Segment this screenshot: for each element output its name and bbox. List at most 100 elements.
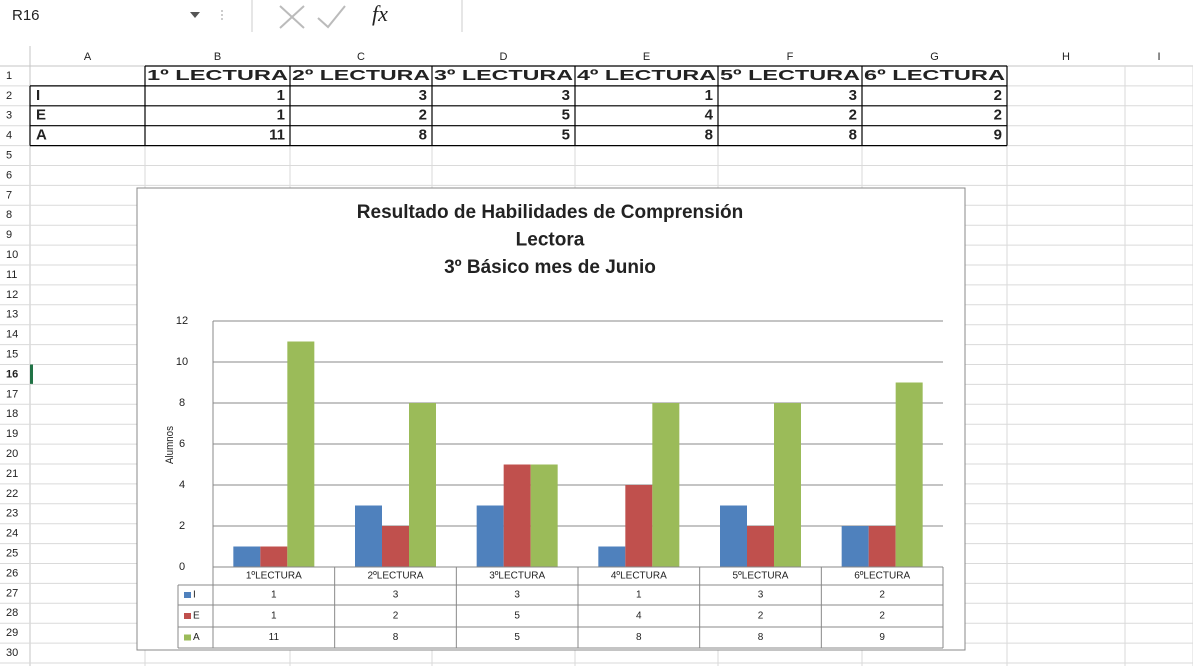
row-header: 14: [6, 329, 18, 341]
data-table-value: 3: [758, 590, 764, 601]
row-header: 9: [6, 229, 12, 241]
bar: [868, 526, 896, 567]
row-header: 17: [6, 388, 18, 400]
row-header: 29: [6, 627, 18, 639]
y-tick-label: 8: [179, 397, 185, 409]
column-header: E: [643, 51, 650, 63]
column-header-bar: [0, 46, 1193, 66]
data-table-value: 2: [393, 611, 399, 622]
data-table-value: 2: [879, 611, 885, 622]
row-header: 5: [6, 149, 12, 161]
cell-value: 3: [849, 87, 857, 104]
data-table-value: 1: [636, 590, 642, 601]
cancel-icon[interactable]: [279, 5, 305, 29]
row-header: 27: [6, 587, 18, 599]
y-tick-label: 0: [179, 561, 185, 573]
cell-value: 1: [277, 107, 285, 124]
bar: [355, 505, 382, 567]
data-table-value: 9: [879, 632, 885, 643]
row-header: 30: [6, 647, 18, 659]
bar: [530, 464, 558, 567]
x-tick-label: 2ºLECTURA: [368, 571, 424, 582]
y-tick-label: 6: [179, 438, 185, 450]
legend-key: [184, 592, 191, 598]
column-header: A: [84, 51, 92, 63]
row-header: 21: [6, 468, 18, 480]
bar: [233, 546, 261, 567]
data-table-value: 11: [269, 632, 280, 643]
row-header: 1: [6, 70, 12, 82]
row-header: 19: [6, 428, 18, 440]
cell-value: 2: [419, 107, 427, 124]
data-table-value: 5: [514, 632, 520, 643]
row-header: 20: [6, 448, 18, 460]
bar: [720, 505, 747, 567]
function-icon[interactable]: fx: [372, 1, 388, 26]
legend-key: [184, 634, 191, 641]
data-table-value: 5: [514, 611, 520, 622]
column-header: G: [930, 51, 939, 63]
bar: [260, 546, 288, 567]
name-box-dropdown[interactable]: [190, 12, 200, 18]
bar: [382, 526, 409, 567]
cell-value: 3: [562, 87, 570, 104]
table-header: 5º LECTURA: [720, 67, 860, 84]
bar: [503, 464, 531, 567]
cell-value: 1: [277, 87, 285, 104]
row-header: 22: [6, 488, 18, 500]
cell-value: 9: [994, 127, 1002, 144]
table-header: 6º LECTURA: [864, 67, 1005, 84]
data-table-value: 4: [636, 611, 642, 622]
row-header: 11: [6, 269, 17, 281]
cell-value: 5: [562, 127, 570, 144]
bar: [625, 485, 653, 567]
row-header: 3: [6, 110, 12, 122]
x-tick-label: 1ºLECTURA: [246, 571, 302, 582]
bar: [895, 382, 923, 567]
chart-area: [136, 187, 966, 651]
cell-value: 11: [269, 127, 285, 144]
legend-label: E: [193, 611, 200, 622]
data-table-value: 1: [271, 611, 277, 622]
column-header: H: [1062, 51, 1070, 63]
data-table-value: 8: [758, 632, 764, 643]
cell-value: 2: [994, 107, 1002, 124]
data-table-value: 3: [514, 590, 520, 601]
row-header: 4: [6, 130, 12, 142]
row-header: 10: [6, 249, 18, 261]
legend-key: [184, 613, 191, 619]
row-header: 26: [6, 567, 18, 579]
row-header: 28: [6, 607, 18, 619]
bar: [409, 403, 436, 567]
legend-label: I: [193, 590, 196, 601]
cell-value: 3: [419, 87, 427, 104]
row-header: 13: [6, 309, 18, 321]
data-table-value: 3: [393, 590, 399, 601]
table-header: 1º LECTURA: [147, 67, 288, 84]
y-axis-label: Alumnos: [164, 426, 176, 464]
x-tick-label: 6ºLECTURA: [854, 571, 910, 582]
row-label: I: [36, 87, 40, 104]
y-tick-label: 2: [179, 520, 185, 532]
bar: [841, 526, 869, 567]
legend-label: A: [193, 632, 200, 643]
formula-bar: [0, 0, 1193, 40]
bar: [598, 546, 626, 567]
column-header: D: [500, 51, 508, 63]
column-header: B: [214, 51, 221, 63]
row-header: 7: [6, 189, 12, 201]
column-header: I: [1157, 51, 1160, 63]
column-header: F: [787, 51, 794, 63]
name-box[interactable]: R16: [12, 7, 40, 24]
row-header: 2: [6, 90, 12, 102]
cell-value: 4: [705, 107, 714, 124]
row-header: 8: [6, 209, 12, 221]
enter-icon[interactable]: [317, 5, 346, 29]
bar: [774, 403, 801, 567]
cell-value: 8: [705, 127, 713, 144]
chart-title: 3º Básico mes de Junio: [444, 257, 656, 278]
cell-value: 1: [705, 87, 713, 104]
row-header: 18: [6, 408, 18, 420]
data-table-value: 2: [879, 590, 885, 601]
column-header: C: [357, 51, 365, 63]
